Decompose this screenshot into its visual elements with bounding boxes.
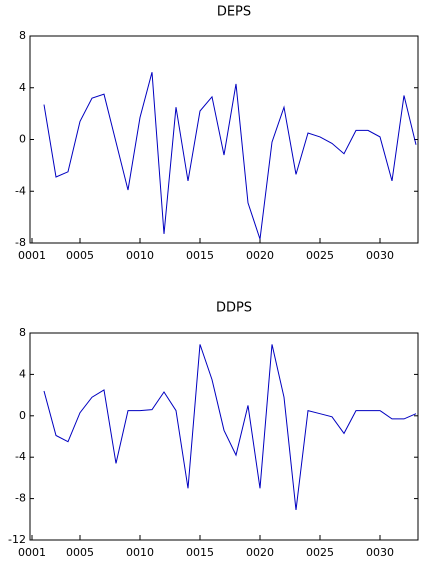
x-tick-label: 0025 [306,546,334,559]
x-tick-label: 0030 [366,249,394,262]
x-tick-label: 0025 [306,249,334,262]
data-line [43,72,417,240]
y-tick-label: -8 [15,492,26,505]
chart-title: DDPS [216,301,252,316]
chart-title: DEPS [217,5,251,20]
y-tick-label: -4 [15,184,26,197]
y-tick-label: 4 [19,367,26,380]
y-tick-label: 4 [19,81,26,94]
x-tick-label: 0010 [126,249,154,262]
x-tick-label: 0010 [126,546,154,559]
y-tick-label: 8 [19,29,26,42]
data-line [43,344,417,511]
x-tick-label: 0005 [66,249,94,262]
plot-frame [29,332,419,541]
x-tick-label: 0020 [246,546,274,559]
plot-frame [29,35,419,244]
y-tick-label: -12 [8,533,26,546]
y-tick-label: 0 [19,409,26,422]
x-tick-label: 0001 [18,546,46,559]
x-tick-label: 0001 [18,249,46,262]
y-tick-label: 0 [19,133,26,146]
x-tick-label: 0005 [66,546,94,559]
y-tick-label: -4 [15,450,26,463]
x-tick-label: 0015 [186,546,214,559]
x-tick-label: 0020 [246,249,274,262]
x-tick-label: 0030 [366,546,394,559]
x-tick-label: 0015 [186,249,214,262]
y-tick-label: -8 [15,236,26,249]
y-tick-label: 8 [19,326,26,339]
